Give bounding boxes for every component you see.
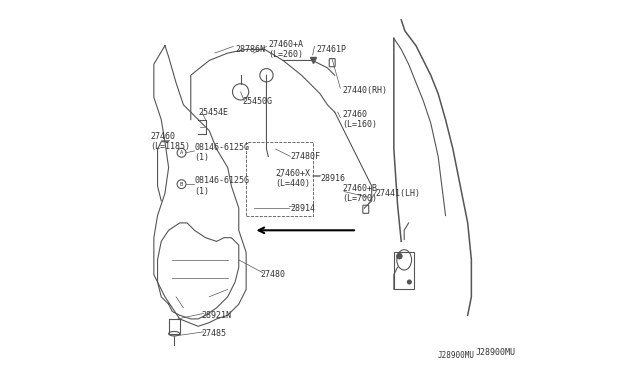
- Circle shape: [408, 280, 411, 284]
- Text: 27480: 27480: [261, 270, 286, 279]
- Text: 28916: 28916: [320, 174, 345, 183]
- Text: A: A: [180, 150, 183, 155]
- Text: 28786N: 28786N: [235, 45, 265, 54]
- Text: J28900MU: J28900MU: [475, 348, 515, 357]
- Text: B: B: [180, 182, 183, 187]
- Text: 25454E: 25454E: [198, 108, 228, 117]
- Text: 27460+X
(L=440): 27460+X (L=440): [276, 169, 310, 188]
- Text: 27460+A
(L=260): 27460+A (L=260): [268, 40, 303, 59]
- Text: 27461P: 27461P: [316, 45, 346, 54]
- Text: 27440(RH): 27440(RH): [342, 86, 387, 94]
- Text: 27480F: 27480F: [291, 152, 321, 161]
- Text: 27485: 27485: [202, 329, 227, 338]
- Text: 25450G: 25450G: [243, 97, 273, 106]
- Text: 08146-6125G
(1): 08146-6125G (1): [195, 176, 250, 196]
- Circle shape: [397, 254, 402, 259]
- Bar: [246, 142, 312, 215]
- Bar: [394, 253, 414, 289]
- Text: 27460+B
(L=700): 27460+B (L=700): [342, 184, 377, 203]
- Text: 28921N: 28921N: [202, 311, 232, 320]
- Text: 27460
(L=1185): 27460 (L=1185): [150, 132, 190, 151]
- Text: 08146-6125G
(1): 08146-6125G (1): [195, 143, 250, 163]
- Text: 28914: 28914: [291, 203, 316, 213]
- Text: 27441(LH): 27441(LH): [376, 189, 420, 198]
- Text: J28900MU: J28900MU: [438, 350, 475, 359]
- Text: 27460
(L=160): 27460 (L=160): [342, 110, 377, 129]
